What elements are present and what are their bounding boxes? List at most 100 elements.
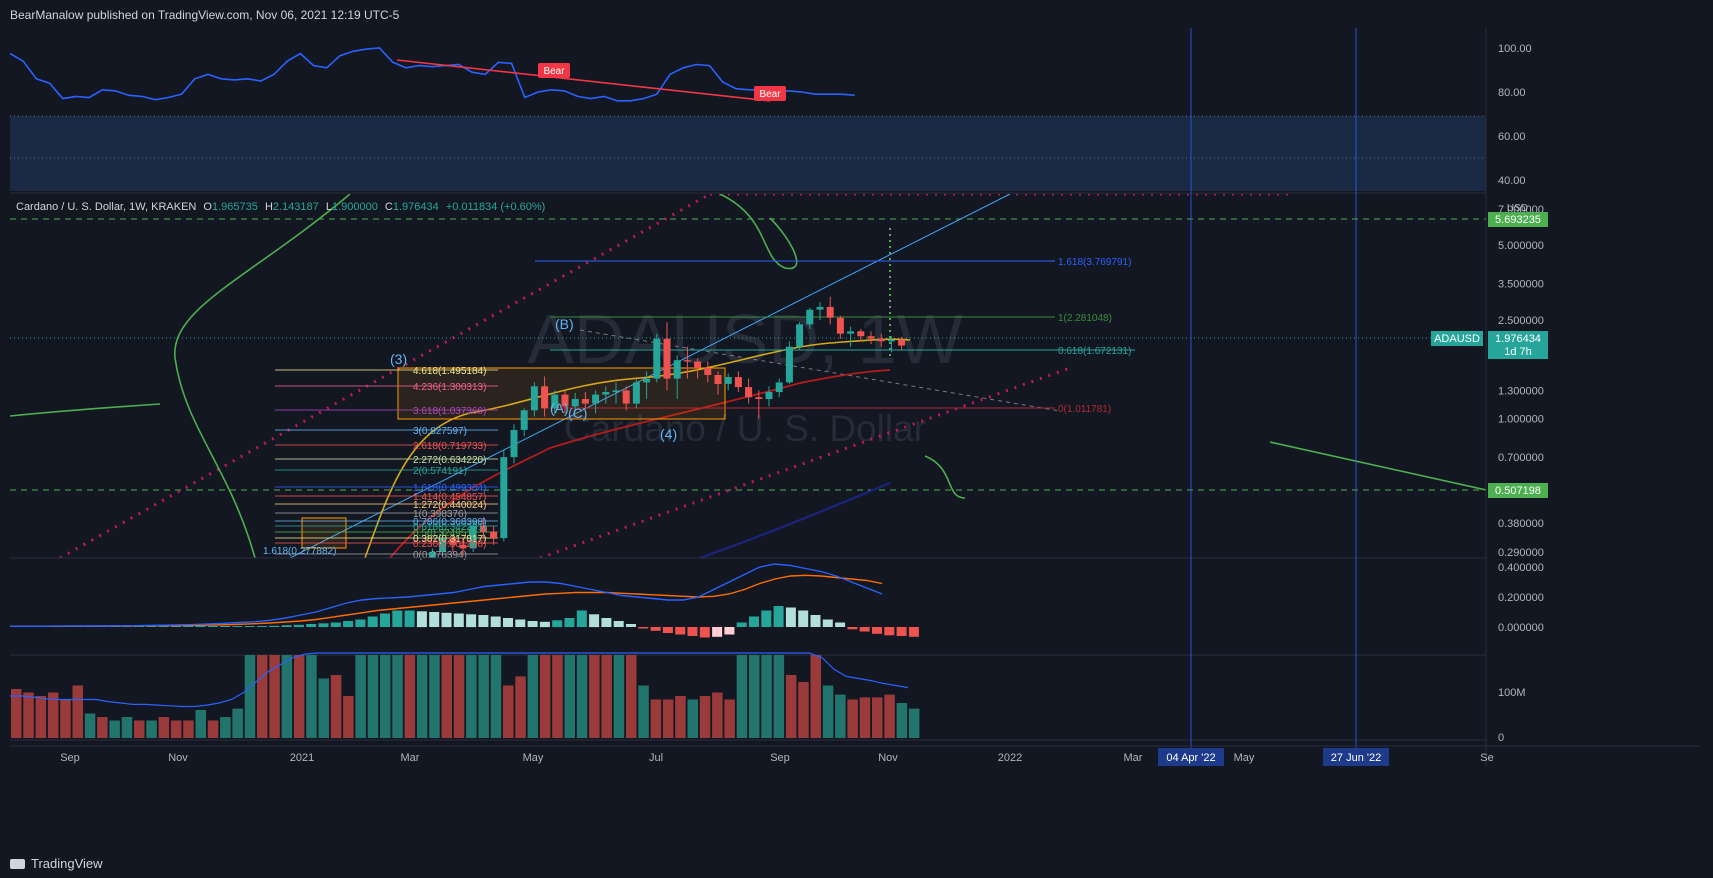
- volume-bar: [207, 720, 219, 738]
- volume-bar: [576, 655, 588, 738]
- wave-label-b: (B): [555, 316, 574, 332]
- macd-bar: [908, 627, 919, 637]
- volume-tick: 0: [1498, 732, 1504, 744]
- volume-bar: [650, 699, 662, 738]
- macd-bar: [257, 626, 267, 627]
- macd-bar: [564, 618, 575, 627]
- price-tick: 0.380000: [1498, 518, 1544, 530]
- time-label: May: [523, 752, 544, 764]
- volume-bar: [121, 717, 133, 738]
- volume-bar: [318, 678, 329, 738]
- macd-bar: [785, 607, 796, 627]
- volume-bar: [47, 692, 59, 738]
- candle-body: [469, 525, 477, 549]
- volume-bar: [773, 655, 785, 738]
- curve-left: [10, 403, 161, 417]
- line-right-1: [1269, 441, 1486, 491]
- volume-bar: [884, 694, 895, 738]
- fib-right-label: 0.618(1.672131): [1058, 346, 1131, 357]
- fib-left-label: 0(0.276394): [413, 550, 467, 561]
- candle-body: [428, 552, 436, 558]
- macd-bar: [146, 626, 157, 627]
- ma-yellow: [364, 338, 911, 558]
- macd-bar: [749, 616, 759, 627]
- candle-body: [887, 339, 895, 342]
- fib-left-label: 4.236(1.300313): [413, 382, 486, 393]
- footer-brand: TradingView: [31, 856, 103, 871]
- volume-bar: [749, 655, 760, 738]
- volume-bar: [908, 708, 920, 738]
- macd-bar: [281, 625, 292, 627]
- candle-body: [388, 592, 395, 598]
- volume-bar: [872, 697, 883, 738]
- volume-bar: [478, 655, 489, 738]
- volume-bar: [798, 682, 809, 738]
- volume-bar: [638, 685, 649, 738]
- wave-label-c: (C): [568, 405, 587, 421]
- curve-mid: [924, 455, 966, 499]
- candle-body: [836, 317, 844, 334]
- rsi-line: [10, 47, 855, 102]
- volume-bar: [195, 710, 206, 738]
- volume-bar: [416, 655, 428, 738]
- volume-bar: [601, 655, 612, 738]
- volume-bar: [257, 655, 268, 738]
- volume-axis-ticks: 100M 0: [1498, 687, 1526, 744]
- fib-left-label: 0.618(0.342231): [413, 522, 486, 533]
- macd-bar: [367, 616, 378, 627]
- trend-line-blue: [289, 194, 1011, 558]
- volume-bar: [429, 655, 440, 738]
- macd-bar: [847, 627, 858, 630]
- candle-body: [663, 338, 671, 379]
- volume-bar: [847, 699, 858, 738]
- time-label: Jul: [649, 752, 663, 764]
- macd-bar: [244, 626, 255, 627]
- macd-bar: [699, 627, 710, 638]
- candle-body: [765, 392, 773, 399]
- time-label: Mar: [401, 752, 420, 764]
- macd-bar: [380, 613, 390, 627]
- candle-body: [826, 306, 834, 318]
- tradingview-chart[interactable]: Bear Bear ADAUSD, 1W Cardano / U. S. Dol…: [10, 28, 1700, 846]
- volume-bar: [109, 720, 120, 738]
- time-axis[interactable]: Sep Nov 2021 Mar May Jul Sep Nov 2022 Mar May Se 04…: [10, 745, 1700, 766]
- macd-bar: [330, 622, 341, 627]
- macd-bar: [613, 621, 624, 627]
- time-axis-labels: Sep Nov 2021 Mar May Jul Sep Nov 2022 Mar May Se: [60, 752, 1494, 764]
- time-label: Sep: [770, 752, 790, 764]
- candle-body: [673, 360, 681, 379]
- fib-left-label: 0.382(0.317817): [413, 534, 486, 545]
- time-label: 2021: [290, 752, 314, 764]
- fib-right-labels: 1.618(3.769791) 1(2.281048) 0.618(1.672131…: [1058, 257, 1131, 415]
- candle-body: [775, 382, 783, 393]
- macd-line: [10, 563, 883, 627]
- macd-bar: [773, 606, 784, 627]
- volume-bar: [281, 655, 293, 738]
- hline-bottom-tag: 0.507198: [1488, 483, 1548, 498]
- macd-bar: [170, 626, 181, 627]
- svg-text:04 Apr '22: 04 Apr '22: [1166, 752, 1215, 764]
- fib-right-label: 1(2.281048): [1058, 313, 1112, 324]
- candle-body: [898, 339, 906, 346]
- candle-body: [724, 377, 732, 384]
- wave-label-a: (A): [550, 400, 569, 416]
- fib-left-label: 2.618(0.719733): [413, 441, 486, 452]
- symbol-legend[interactable]: Cardano / U. S. Dollar, 1W, KRAKEN O1.96…: [16, 201, 545, 213]
- macd-bar: [884, 627, 895, 636]
- ma-navy: [699, 481, 891, 558]
- candle-body: [796, 324, 804, 347]
- volume-bar: [761, 655, 772, 738]
- candle-body: [419, 568, 426, 577]
- candle-body: [653, 338, 661, 379]
- candle-body: [785, 346, 793, 383]
- volume-bar: [183, 720, 194, 738]
- volume-bar: [158, 717, 170, 738]
- volume-bar: [859, 697, 871, 738]
- macd-bar: [195, 626, 206, 627]
- price-tick: 1.300000: [1498, 385, 1544, 397]
- svg-text:0.507198: 0.507198: [1495, 485, 1541, 497]
- macd-bar: [158, 626, 169, 627]
- rsi-panel: Bear Bear: [10, 47, 1486, 191]
- macd-bar: [269, 625, 280, 627]
